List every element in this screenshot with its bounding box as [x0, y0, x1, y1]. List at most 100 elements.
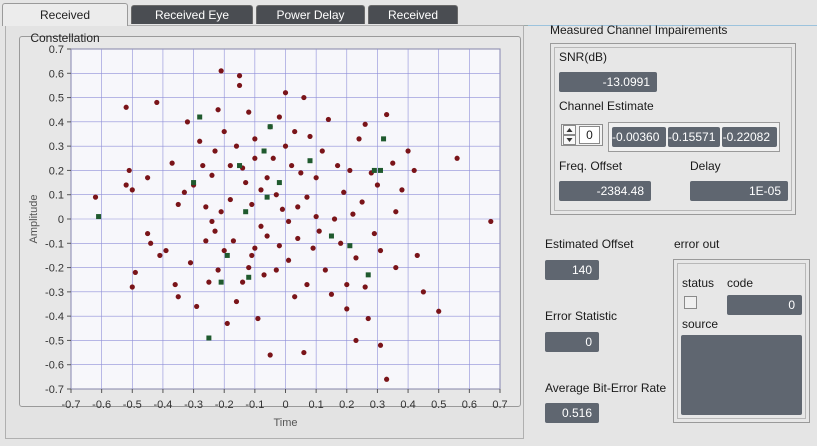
data-point: [377, 342, 384, 348]
pilot-point: [276, 180, 282, 186]
pilot-point: [237, 163, 243, 169]
code-label: code: [727, 276, 754, 290]
pilot-point: [261, 148, 267, 154]
y-tick-label: 0.3: [49, 141, 64, 153]
data-point: [163, 247, 169, 254]
tab-received-constellation[interactable]: Received Constellation: [2, 3, 128, 45]
source-value: [681, 335, 802, 415]
delay-label: Delay: [690, 159, 721, 173]
data-point: [316, 228, 322, 234]
avg-ber-value: 0.516: [545, 403, 599, 423]
channel-estimate-value-0: -0.00360: [612, 127, 666, 147]
data-point: [285, 218, 292, 225]
x-tick-label: -0.2: [215, 399, 234, 411]
data-point: [313, 213, 319, 220]
increment-decrement-icon[interactable]: [563, 125, 577, 145]
data-point: [218, 68, 224, 74]
data-point: [252, 155, 258, 161]
data-point: [258, 223, 264, 229]
data-point: [344, 306, 350, 312]
y-tick-label: 0.4: [49, 117, 64, 129]
source-label: source: [682, 317, 719, 331]
data-point: [227, 196, 233, 203]
y-tick-label: 0.6: [49, 68, 64, 80]
data-point: [212, 148, 218, 154]
data-point: [313, 175, 319, 181]
data-point: [145, 230, 151, 237]
data-point: [454, 155, 460, 161]
data-point: [194, 303, 200, 310]
data-point: [393, 264, 399, 271]
data-point: [282, 90, 289, 96]
x-tick-label: 0.5: [431, 399, 446, 411]
data-point: [377, 247, 384, 254]
channel-estimate-label: Channel Estimate: [559, 99, 654, 113]
data-point: [240, 279, 246, 285]
data-point: [285, 257, 292, 263]
y-tick-label: -0.3: [45, 287, 64, 299]
x-axis-label: Time: [273, 417, 297, 429]
data-point: [200, 162, 206, 169]
data-point: [184, 119, 191, 125]
data-point: [249, 252, 255, 259]
data-point: [307, 133, 313, 140]
data-point: [289, 162, 295, 169]
data-point: [209, 218, 215, 225]
data-point: [181, 189, 187, 195]
y-tick-label: -0.4: [45, 311, 64, 323]
data-point: [384, 376, 390, 382]
data-point: [264, 233, 270, 239]
data-point: [261, 272, 267, 278]
x-tick-label: -0.7: [62, 399, 81, 411]
x-tick-label: 0.2: [339, 399, 354, 411]
data-point: [157, 252, 163, 259]
channel-index-control[interactable]: 0: [561, 124, 603, 146]
data-point: [353, 255, 359, 261]
data-point: [221, 247, 227, 254]
data-point: [362, 284, 368, 290]
data-point: [270, 155, 276, 161]
data-point: [123, 104, 129, 110]
error-out-cluster-inner: [677, 263, 806, 419]
data-point: [224, 320, 230, 327]
pilot-point: [206, 335, 212, 341]
data-point: [328, 291, 335, 297]
x-tick-label: 0.6: [462, 399, 477, 411]
pilot-point: [224, 252, 230, 258]
x-tick-label: -0.4: [153, 399, 172, 411]
data-point: [233, 143, 240, 149]
channel-index-input[interactable]: 0: [579, 126, 600, 144]
pilot-point: [381, 136, 387, 142]
status-checkbox[interactable]: [684, 296, 697, 309]
data-point: [252, 245, 258, 251]
data-point: [215, 267, 221, 273]
freq-offset-value: -2384.48: [559, 181, 651, 201]
data-point: [273, 267, 279, 273]
pilot-point: [191, 180, 197, 186]
pilot-point: [264, 194, 270, 200]
data-point: [344, 281, 350, 288]
impairments-group-inner: [554, 47, 792, 211]
data-point: [249, 201, 255, 208]
data-point: [267, 352, 273, 358]
data-point: [154, 99, 160, 106]
data-point: [436, 308, 442, 314]
data-point: [169, 160, 175, 166]
snr-value: -13.0991: [559, 72, 657, 92]
pilot-point: [365, 272, 371, 278]
constellation-chart[interactable]: -0.7 -0.6 -0.5 -0.4 -0.3 -0.2 -0.1 0 0.1 0.2 0.3 0.…: [0, 0, 540, 446]
data-point: [292, 128, 298, 135]
channel-estimate-value-2: -0.22082: [722, 127, 777, 147]
data-point: [371, 230, 377, 237]
error-statistic-value: 0: [545, 332, 599, 352]
x-tick-label: 0.7: [492, 399, 507, 411]
data-point: [390, 160, 396, 166]
y-axis-label: Amplitude: [28, 195, 40, 244]
x-tick-label: 0: [282, 399, 288, 411]
data-point: [233, 298, 240, 305]
data-point: [362, 121, 368, 127]
y-tick-label: -0.5: [45, 335, 64, 347]
pilot-point: [307, 158, 313, 164]
x-tick-label: -0.5: [123, 399, 142, 411]
data-point: [353, 337, 359, 344]
